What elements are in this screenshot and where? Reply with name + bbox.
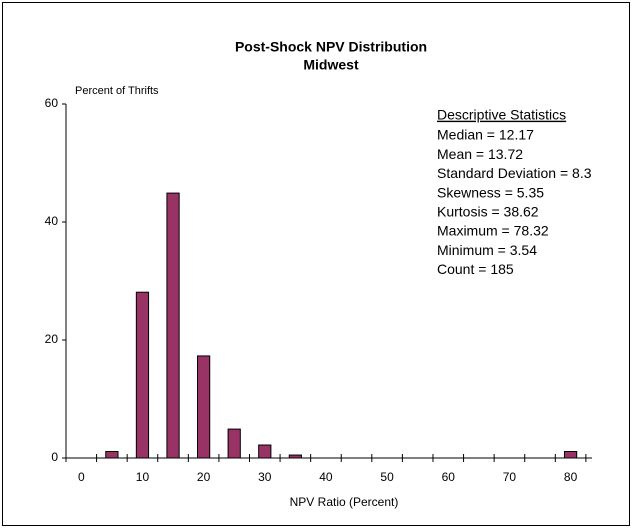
x-axis-label: NPV Ratio (Percent) — [290, 495, 399, 509]
y-tick-label: 0 — [51, 450, 58, 464]
x-tick-label: 50 — [380, 470, 394, 484]
bar — [166, 192, 180, 459]
y-tick-label: 60 — [45, 96, 59, 110]
x-tick-label: 40 — [319, 470, 333, 484]
stats-line: Standard Deviation = 8.3 — [437, 165, 592, 181]
stats-line: Skewness = 5.35 — [437, 184, 544, 200]
bar — [135, 291, 150, 459]
bar — [258, 444, 272, 459]
bar — [288, 454, 302, 459]
stats-title: Descriptive Statistics — [437, 107, 566, 123]
bar — [563, 451, 578, 459]
y-axis-label: Percent of Thrifts — [75, 85, 159, 97]
stats-line: Maximum = 78.32 — [437, 223, 549, 239]
x-tick-label: 70 — [503, 470, 517, 484]
bar — [197, 355, 211, 459]
x-tick-label: 10 — [136, 470, 150, 484]
x-tick-label: 80 — [564, 470, 578, 484]
stats-line: Count = 185 — [437, 261, 514, 277]
chart-title: Post-Shock NPV Distribution — [235, 39, 427, 55]
x-tick-label: 20 — [197, 470, 211, 484]
stats-line: Mean = 13.72 — [437, 146, 523, 162]
chart-subtitle: Midwest — [303, 57, 359, 73]
x-tick-label: 60 — [442, 470, 456, 484]
stats-line: Kurtosis = 38.62 — [437, 204, 539, 220]
bar — [105, 451, 119, 459]
bar — [227, 428, 241, 459]
stats-line: Median = 12.17 — [437, 127, 534, 143]
x-tick-label: 30 — [258, 470, 272, 484]
x-tick-label: 0 — [78, 470, 85, 484]
y-tick-label: 20 — [45, 332, 59, 346]
y-tick-label: 40 — [45, 214, 59, 228]
stats-line: Minimum = 3.54 — [437, 242, 537, 258]
